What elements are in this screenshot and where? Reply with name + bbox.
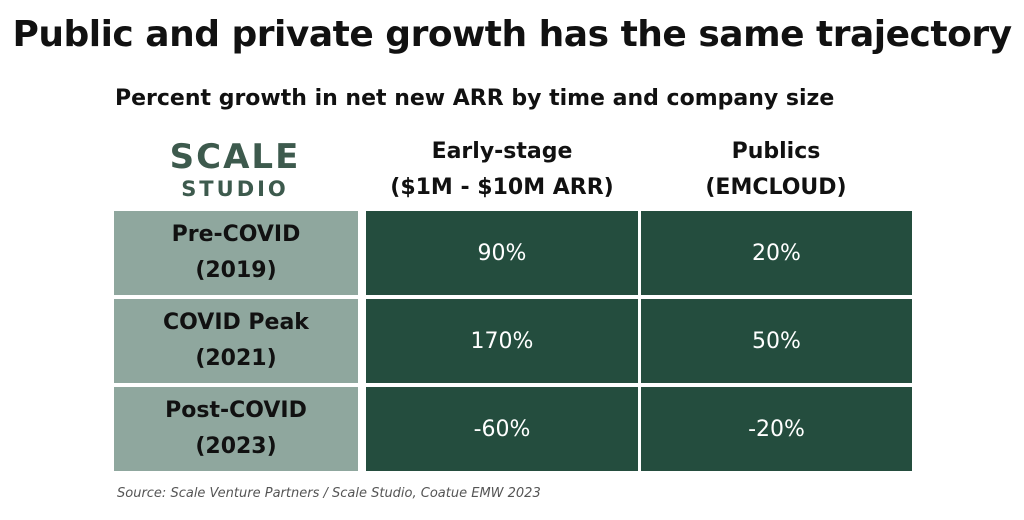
column-header-line-2: ($1M - $10M ARR) xyxy=(390,175,614,200)
logo-line-1: SCALE xyxy=(169,137,301,177)
table-cell: -20% xyxy=(641,387,912,471)
row-header-line-2: (2023) xyxy=(195,434,277,459)
column-header-line-1: Early-stage xyxy=(431,139,573,164)
row-header-pre-covid: Pre-COVID (2019) xyxy=(114,211,358,295)
row-header-line-1: Pre-COVID xyxy=(171,222,301,247)
table-cell: 170% xyxy=(366,299,638,383)
column-header-line-1: Publics xyxy=(731,139,821,164)
table-cell: -60% xyxy=(366,387,638,471)
row-header-line-1: Post-COVID xyxy=(165,398,307,423)
table-cell: 90% xyxy=(366,211,638,295)
row-header-line-1: COVID Peak xyxy=(163,310,309,335)
page-subtitle: Percent growth in net new ARR by time an… xyxy=(115,86,835,111)
table-cell: 20% xyxy=(641,211,912,295)
table-cell: 50% xyxy=(641,299,912,383)
column-header-early-stage: Early-stage ($1M - $10M ARR) xyxy=(366,134,638,206)
logo-line-2: STUDIO xyxy=(181,177,289,201)
column-header-publics: Publics (EMCLOUD) xyxy=(640,134,912,206)
scale-studio-logo: SCALE STUDIO xyxy=(160,138,310,202)
page-title: Public and private growth has the same t… xyxy=(12,14,1012,55)
row-header-line-2: (2019) xyxy=(195,258,277,283)
row-header-line-2: (2021) xyxy=(195,346,277,371)
column-header-line-2: (EMCLOUD) xyxy=(705,175,847,200)
source-note: Source: Scale Venture Partners / Scale S… xyxy=(117,486,541,501)
row-header-post-covid: Post-COVID (2023) xyxy=(114,387,358,471)
row-header-covid-peak: COVID Peak (2021) xyxy=(114,299,358,383)
